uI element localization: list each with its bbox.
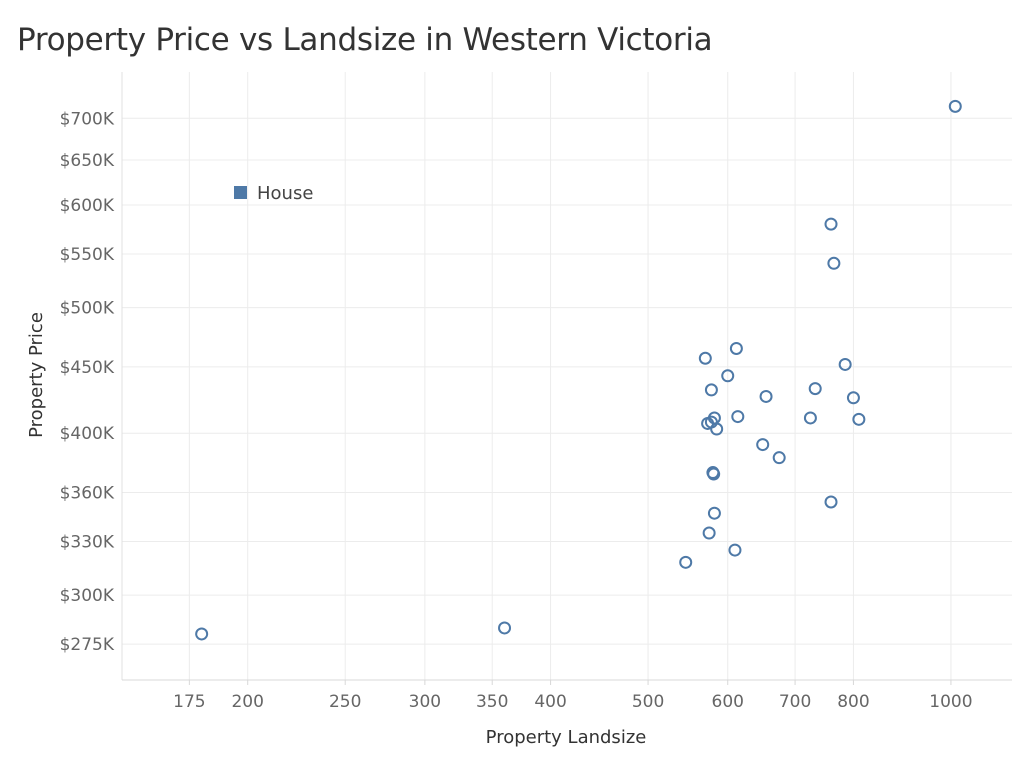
x-tick-label: 1000	[929, 692, 972, 712]
y-tick-label: $600K	[60, 196, 115, 216]
data-point[interactable]	[852, 412, 866, 426]
x-tick-label: 400	[534, 692, 566, 712]
y-tick-label: $275K	[60, 635, 115, 655]
y-tick-label: $330K	[60, 532, 115, 552]
data-point[interactable]	[824, 217, 838, 231]
y-tick-label: $400K	[60, 424, 115, 444]
axes	[121, 72, 1012, 681]
data-point[interactable]	[721, 369, 735, 383]
data-point[interactable]	[707, 467, 721, 481]
data-point[interactable]	[195, 627, 209, 641]
data-point[interactable]	[756, 438, 770, 452]
y-tick-label: $450K	[60, 358, 115, 378]
x-axis-label: Property Landsize	[486, 727, 647, 748]
data-point[interactable]	[698, 351, 712, 365]
x-tick-label: 175	[173, 692, 205, 712]
data-point[interactable]	[707, 506, 721, 520]
x-tick-label: 500	[632, 692, 664, 712]
y-tick-label: $550K	[60, 245, 115, 265]
legend-label: House	[257, 183, 313, 204]
data-point[interactable]	[824, 495, 838, 509]
x-tick-label: 700	[779, 692, 811, 712]
chart-title: Property Price vs Landsize in Western Vi…	[17, 22, 713, 58]
data-point[interactable]	[728, 543, 742, 557]
y-tick-label: $360K	[60, 484, 115, 504]
y-axis-label: Property Price	[26, 312, 47, 438]
data-point[interactable]	[704, 383, 718, 397]
data-point[interactable]	[702, 526, 716, 540]
data-point[interactable]	[772, 451, 786, 465]
y-axis-ticks: $275K $300K $330K $360K $400K $450K $500K $550K…	[60, 109, 115, 655]
x-tick-label: 800	[837, 692, 869, 712]
data-point[interactable]	[803, 411, 817, 425]
data-points	[195, 99, 962, 641]
x-tick-label: 250	[329, 692, 361, 712]
data-point[interactable]	[846, 391, 860, 405]
data-point[interactable]	[759, 389, 773, 403]
data-point[interactable]	[498, 621, 512, 635]
data-point[interactable]	[729, 341, 743, 355]
gridlines	[122, 72, 1012, 680]
legend-swatch	[234, 186, 247, 199]
x-tick-label: 350	[476, 692, 508, 712]
x-tick-label: 300	[409, 692, 441, 712]
data-point[interactable]	[679, 555, 693, 569]
x-tick-label: 600	[712, 692, 744, 712]
y-tick-label: $650K	[60, 151, 115, 171]
data-point[interactable]	[710, 422, 724, 436]
data-point[interactable]	[827, 256, 841, 270]
data-point[interactable]	[948, 99, 962, 113]
y-tick-label: $300K	[60, 586, 115, 606]
data-point[interactable]	[808, 382, 822, 396]
y-tick-label: $700K	[60, 109, 115, 129]
legend[interactable]: House	[234, 183, 313, 204]
y-tick-label: $500K	[60, 299, 115, 319]
x-axis-ticks: 175 200 250 300 350 400 500 600 700 800 1000	[173, 680, 973, 712]
data-point[interactable]	[838, 357, 852, 371]
data-point[interactable]	[731, 410, 745, 424]
x-tick-label: 200	[231, 692, 263, 712]
